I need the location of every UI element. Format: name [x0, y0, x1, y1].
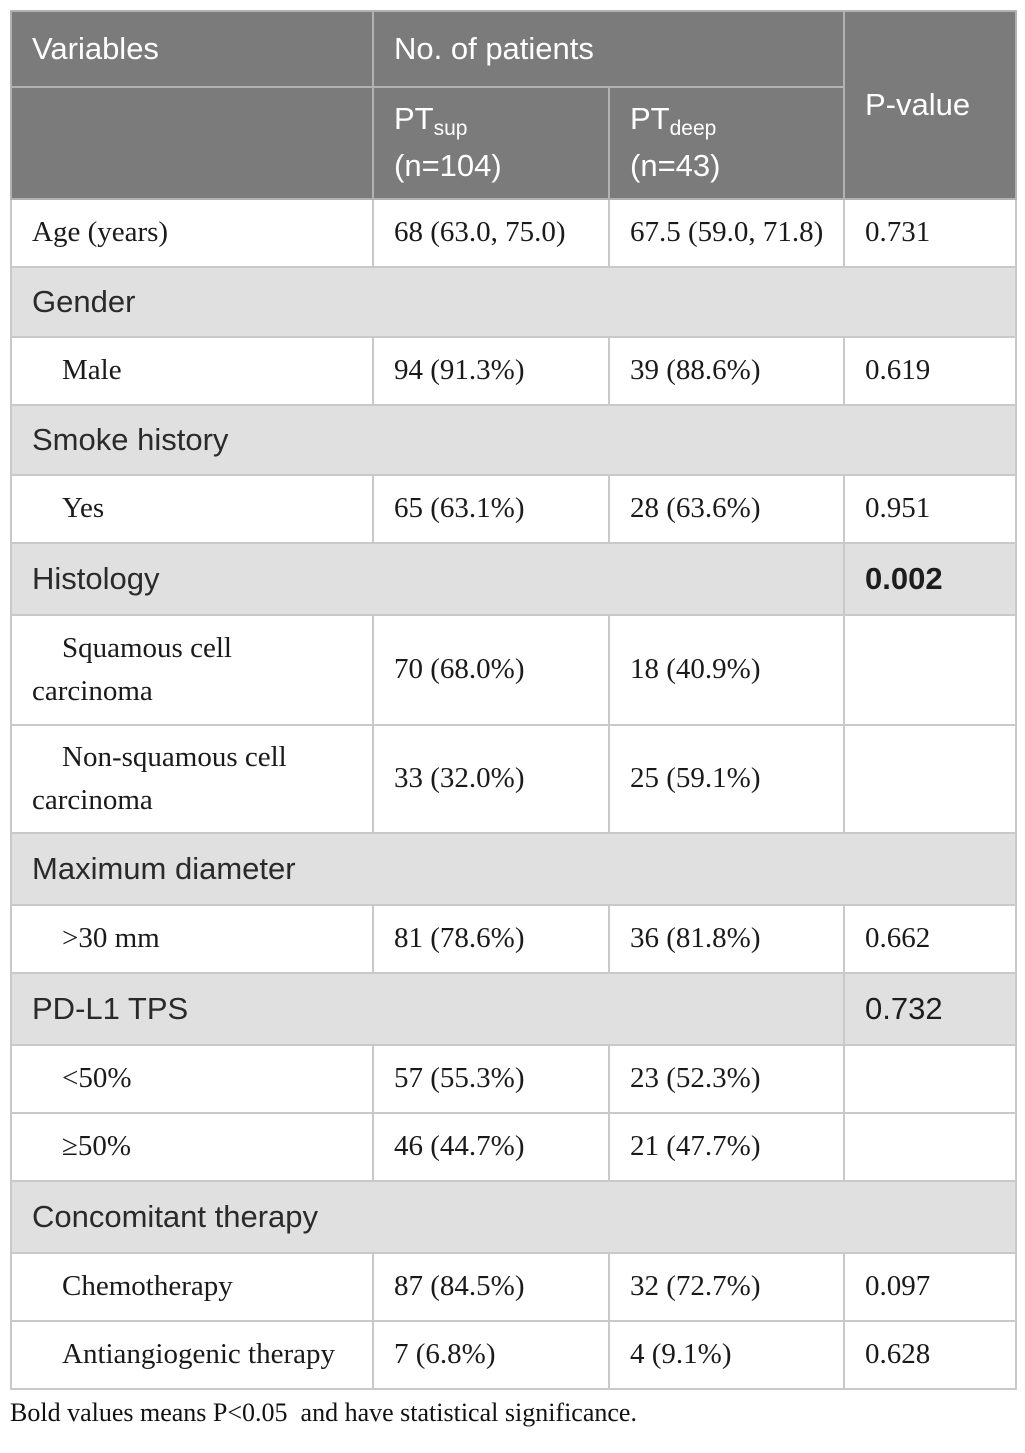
table-row-diameter-gt30: >30 mm 81 (78.6%) 36 (81.8%) 0.662	[10, 904, 1017, 974]
pvalue: 0.662	[843, 904, 1017, 974]
pvalue: 0.097	[843, 1252, 1017, 1322]
table-row-tps-ge50: ≥50% 46 (44.7%) 21 (47.7%)	[10, 1112, 1017, 1182]
ptdeep-value: 25 (59.1%)	[608, 724, 845, 834]
pvalue: 0.731	[843, 198, 1017, 268]
section-pvalue: 0.002	[843, 542, 1017, 616]
ptsup-value: 7 (6.8%)	[372, 1320, 610, 1390]
variable-label: Male	[10, 336, 374, 406]
section-row-concomitant-therapy: Concomitant therapy	[10, 1180, 1017, 1254]
ptdeep-group-n: (n=43)	[630, 148, 721, 184]
variable-label: >30 mm	[10, 904, 374, 974]
ptsup-group-name: PTsup	[394, 100, 468, 140]
variable-label: ≥50%	[10, 1112, 374, 1182]
ptsup-value: 33 (32.0%)	[372, 724, 610, 834]
section-row-smoke-history: Smoke history	[10, 404, 1017, 476]
footnote: Bold values means P<0.05 and have statis…	[10, 1398, 637, 1427]
variable-label: <50%	[10, 1044, 374, 1114]
section-label: Histology	[10, 542, 845, 616]
ptdeep-value: 32 (72.7%)	[608, 1252, 845, 1322]
section-label: PD-L1 TPS	[10, 972, 845, 1046]
ptsup-value: 46 (44.7%)	[372, 1112, 610, 1182]
table-row-non-squamous: Non-squamous cell carcinoma 33 (32.0%) 2…	[10, 724, 1017, 834]
pvalue-column-header: P-value	[843, 10, 1017, 200]
empty-header-cell	[10, 86, 374, 200]
section-label: Concomitant therapy	[10, 1180, 1017, 1254]
variable-label: Yes	[10, 474, 374, 544]
table-row-squamous: Squamous cell carcinoma 70 (68.0%) 18 (4…	[10, 614, 1017, 726]
ptdeep-value: 23 (52.3%)	[608, 1044, 845, 1114]
table-row-tps-lt50: <50% 57 (55.3%) 23 (52.3%)	[10, 1044, 1017, 1114]
table-row-chemotherapy: Chemotherapy 87 (84.5%) 32 (72.7%) 0.097	[10, 1252, 1017, 1322]
variable-label: Antiangiogenic therapy	[10, 1320, 374, 1390]
ptdeep-value: 18 (40.9%)	[608, 614, 845, 726]
ptsup-group-header: PTsup (n=104)	[372, 86, 610, 200]
section-pvalue: 0.732	[843, 972, 1017, 1046]
ptsup-value: 70 (68.0%)	[372, 614, 610, 726]
table-row-male: Male 94 (91.3%) 39 (88.6%) 0.619	[10, 336, 1017, 406]
pvalue: 0.951	[843, 474, 1017, 544]
section-row-gender: Gender	[10, 266, 1017, 338]
ptdeep-group-header: PTdeep (n=43)	[608, 86, 845, 200]
ptdeep-value: 36 (81.8%)	[608, 904, 845, 974]
section-row-histology: Histology 0.002	[10, 542, 1017, 616]
table-row-age: Age (years) 68 (63.0, 75.0) 67.5 (59.0, …	[10, 198, 1017, 268]
ptsup-value: 87 (84.5%)	[372, 1252, 610, 1322]
pvalue	[843, 1044, 1017, 1114]
ptsup-value: 65 (63.1%)	[372, 474, 610, 544]
variable-label: Squamous cell carcinoma	[10, 614, 374, 726]
ptdeep-value: 67.5 (59.0, 71.8)	[608, 198, 845, 268]
ptdeep-value: 4 (9.1%)	[608, 1320, 845, 1390]
pvalue	[843, 614, 1017, 726]
patients-column-header: No. of patients	[372, 10, 845, 88]
pvalue: 0.619	[843, 336, 1017, 406]
ptsup-value: 68 (63.0, 75.0)	[372, 198, 610, 268]
variable-label: Age (years)	[10, 198, 374, 268]
pvalue	[843, 724, 1017, 834]
section-label: Smoke history	[10, 404, 1017, 476]
ptsup-value: 57 (55.3%)	[372, 1044, 610, 1114]
ptdeep-subscript: deep	[669, 116, 717, 140]
ptdeep-value: 28 (63.6%)	[608, 474, 845, 544]
variable-label: Non-squamous cell carcinoma	[10, 724, 374, 834]
ptdeep-group-name: PTdeep	[630, 100, 717, 140]
ptsup-value: 94 (91.3%)	[372, 336, 610, 406]
header-row-1: Variables No. of patients P-value	[10, 10, 1017, 200]
header-row-2: PTsup (n=104) PTdeep (n=43)	[10, 86, 1016, 200]
ptdeep-value: 39 (88.6%)	[608, 336, 845, 406]
variable-label: Chemotherapy	[10, 1252, 374, 1322]
ptsup-value: 81 (78.6%)	[372, 904, 610, 974]
table-row-antiangiogenic: Antiangiogenic therapy 7 (6.8%) 4 (9.1%)…	[10, 1320, 1017, 1390]
pvalue: 0.628	[843, 1320, 1017, 1390]
ptdeep-value: 21 (47.7%)	[608, 1112, 845, 1182]
pvalue	[843, 1112, 1017, 1182]
section-row-pdl1-tps: PD-L1 TPS 0.732	[10, 972, 1017, 1046]
section-label: Gender	[10, 266, 1017, 338]
variables-column-header: Variables	[10, 10, 374, 88]
ptsup-subscript: sup	[433, 116, 468, 140]
section-row-maximum-diameter: Maximum diameter	[10, 832, 1017, 906]
table-row-smoke-yes: Yes 65 (63.1%) 28 (63.6%) 0.951	[10, 474, 1017, 544]
patient-characteristics-table: Variables No. of patients P-value PTsup …	[10, 10, 1017, 1390]
section-label: Maximum diameter	[10, 832, 1017, 906]
ptsup-group-n: (n=104)	[394, 148, 502, 184]
